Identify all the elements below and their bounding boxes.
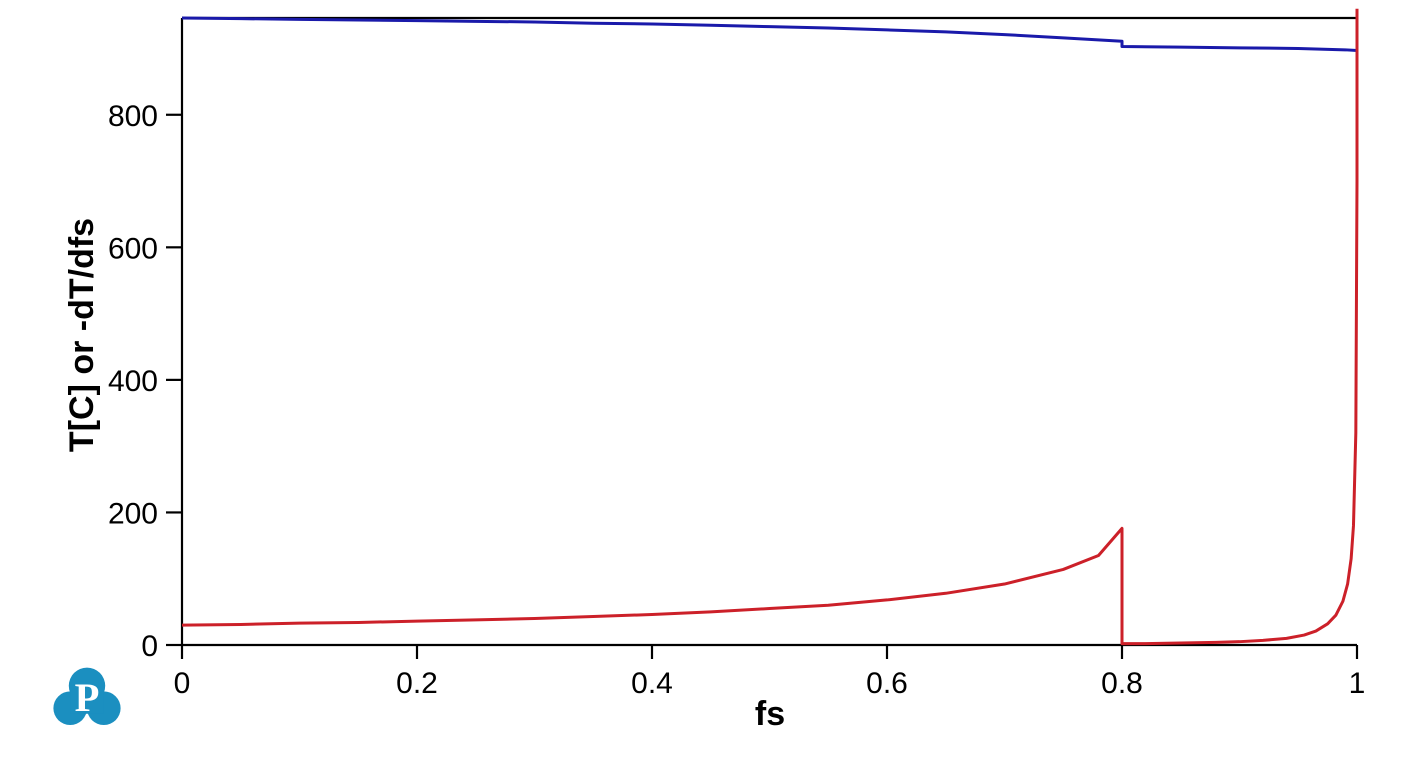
y-axis-label: T[C] or -dT/dfs: [63, 218, 101, 452]
x-tick-label: 0.2: [396, 667, 438, 700]
plot-area-background: [182, 18, 1357, 645]
plotly-style-trefoil-logo-icon: P: [53, 667, 121, 725]
y-tick-label: 600: [108, 232, 158, 265]
y-tick-label: 200: [108, 497, 158, 530]
series-line--dt-dfs: [181, 8, 1359, 646]
series-line-t-c-: [181, 16, 1358, 52]
x-tick-label: 0.4: [631, 667, 673, 700]
x-axis-label: fs: [755, 695, 785, 733]
x-tick-label: 0.6: [866, 667, 908, 700]
brand-logo: P: [52, 662, 122, 732]
y-tick-label: 400: [108, 365, 158, 398]
y-tick-label: 800: [108, 100, 158, 133]
x-tick-label: 0: [174, 667, 191, 700]
data-series-group: [181, 8, 1359, 646]
y-tick-label: 0: [141, 630, 158, 663]
logo-letter: P: [75, 675, 100, 720]
x-tick-label: 1: [1349, 667, 1366, 700]
x-axis-ticks: 0 0.2 0.4 0.6 0.8 1: [174, 645, 1366, 700]
y-axis-ticks: 0 200 400 600 800: [108, 100, 182, 663]
x-tick-label: 0.8: [1101, 667, 1143, 700]
